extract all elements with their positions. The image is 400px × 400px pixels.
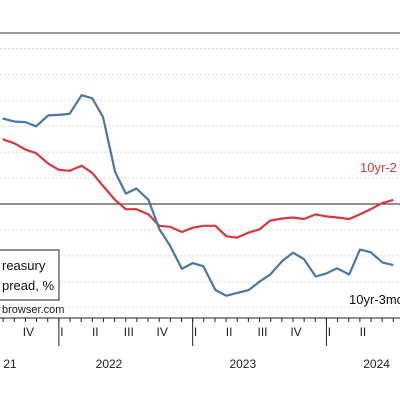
x-year-label: 2022 — [96, 357, 123, 371]
x-tick-label: II — [360, 325, 367, 339]
source-note: browser.com — [2, 304, 64, 316]
series-line-10yr-3mo — [2, 94, 394, 297]
x-tick-label: I — [194, 325, 197, 339]
x-tick-label: IV — [290, 325, 301, 339]
series-lines — [2, 94, 394, 297]
x-tick-label: II — [92, 325, 99, 339]
x-year-label: 2023 — [229, 357, 256, 371]
x-tick-label: III — [257, 325, 267, 339]
x-tick-label: IV — [23, 325, 34, 339]
gridlines — [0, 32, 400, 309]
x-tick-label: I — [60, 325, 63, 339]
legend-line-2: pread, % — [2, 278, 54, 293]
x-tick-label: I — [328, 325, 331, 339]
legend-box: reasury pread, % — [0, 249, 60, 301]
legend-line-1: reasury — [2, 258, 46, 273]
x-tick-label: III — [124, 325, 134, 339]
x-tick-label: II — [226, 325, 233, 339]
series-label-10yr-2: 10yr-2 — [360, 160, 397, 175]
series-line-10yr-2 — [2, 138, 394, 239]
x-year-label: 2024 — [363, 357, 390, 371]
x-tick-label: IV — [157, 325, 168, 339]
series-label-10yr-3mo: 10yr-3mo — [349, 292, 400, 307]
x-year-label: 21 — [3, 357, 17, 371]
